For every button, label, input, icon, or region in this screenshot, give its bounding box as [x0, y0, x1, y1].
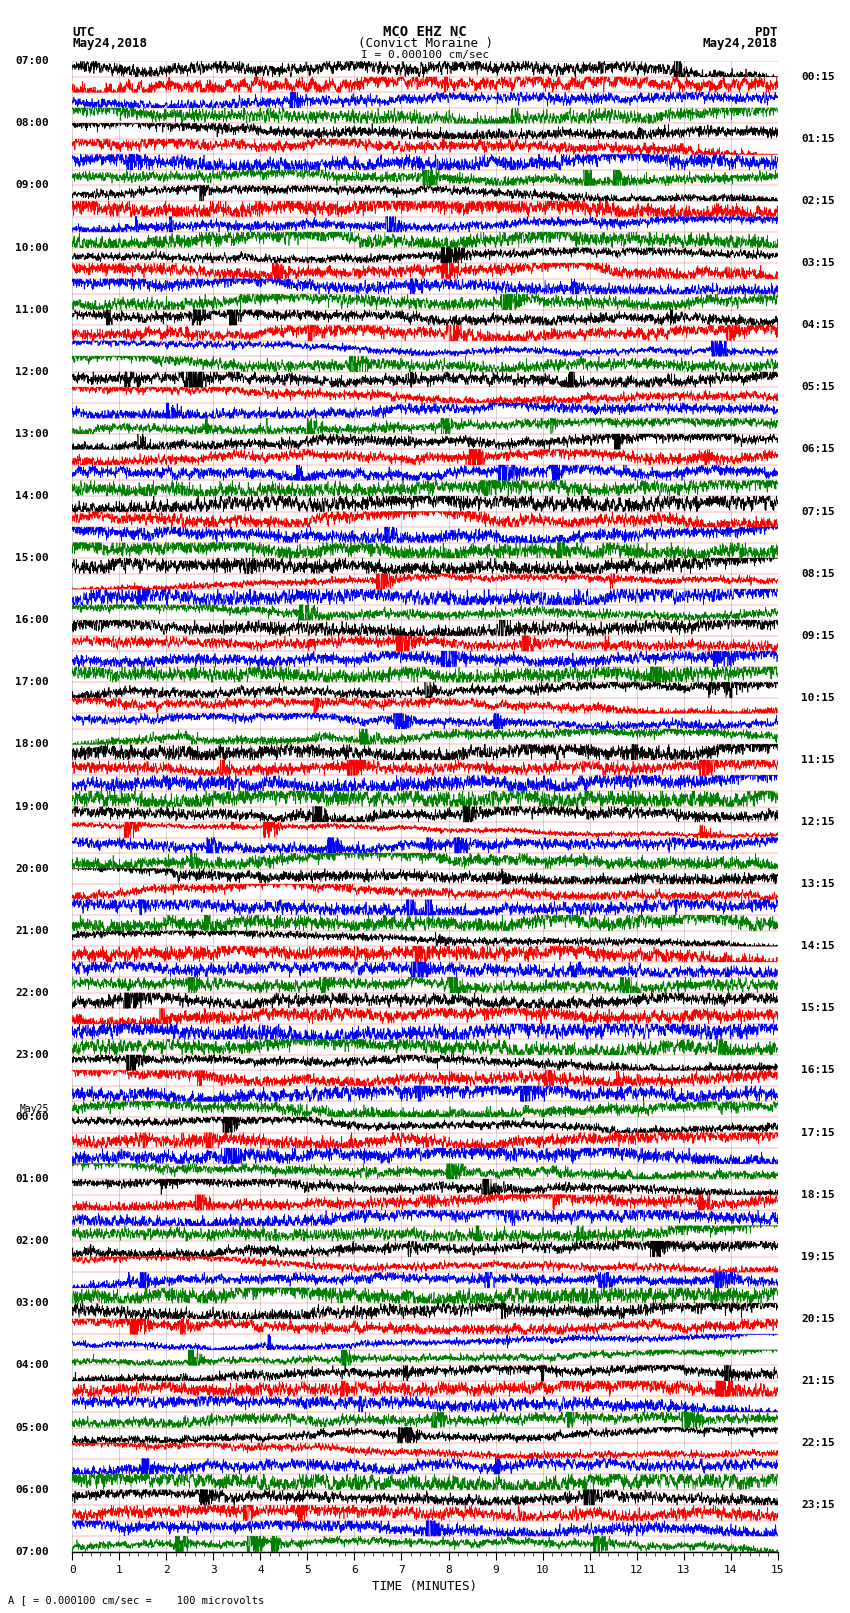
Text: 19:00: 19:00 [15, 802, 48, 811]
Text: 20:00: 20:00 [15, 863, 48, 874]
Text: 13:15: 13:15 [802, 879, 835, 889]
Text: 06:15: 06:15 [802, 445, 835, 455]
Text: 06:00: 06:00 [15, 1484, 48, 1495]
Text: 23:15: 23:15 [802, 1500, 835, 1510]
Text: A [ = 0.000100 cm/sec =    100 microvolts: A [ = 0.000100 cm/sec = 100 microvolts [8, 1595, 264, 1605]
Text: May25: May25 [20, 1105, 48, 1115]
Text: 13:00: 13:00 [15, 429, 48, 439]
Text: 00:15: 00:15 [802, 73, 835, 82]
Text: 21:00: 21:00 [15, 926, 48, 936]
Text: 17:15: 17:15 [802, 1127, 835, 1137]
Text: 17:00: 17:00 [15, 677, 48, 687]
Text: 14:00: 14:00 [15, 490, 48, 502]
Text: 10:15: 10:15 [802, 694, 835, 703]
Text: 07:00: 07:00 [15, 1547, 48, 1557]
Text: 22:15: 22:15 [802, 1439, 835, 1448]
Text: 08:15: 08:15 [802, 569, 835, 579]
Text: 05:00: 05:00 [15, 1423, 48, 1432]
Text: I = 0.000100 cm/sec: I = 0.000100 cm/sec [361, 50, 489, 60]
Text: 04:00: 04:00 [15, 1360, 48, 1371]
Text: 15:15: 15:15 [802, 1003, 835, 1013]
Text: 05:15: 05:15 [802, 382, 835, 392]
Text: 20:15: 20:15 [802, 1315, 835, 1324]
Text: MCO EHZ NC: MCO EHZ NC [383, 24, 467, 39]
Text: 08:00: 08:00 [15, 118, 48, 129]
Text: 07:15: 07:15 [802, 506, 835, 516]
Text: 16:00: 16:00 [15, 615, 48, 626]
Text: 18:15: 18:15 [802, 1190, 835, 1200]
Text: 14:15: 14:15 [802, 942, 835, 952]
Text: 03:00: 03:00 [15, 1298, 48, 1308]
Text: 04:15: 04:15 [802, 321, 835, 331]
Text: 03:15: 03:15 [802, 258, 835, 268]
Text: 01:15: 01:15 [802, 134, 835, 144]
Text: 09:15: 09:15 [802, 631, 835, 640]
Text: 15:00: 15:00 [15, 553, 48, 563]
Text: 09:00: 09:00 [15, 181, 48, 190]
Text: PDT: PDT [756, 26, 778, 39]
X-axis label: TIME (MINUTES): TIME (MINUTES) [372, 1581, 478, 1594]
Text: May24,2018: May24,2018 [703, 37, 778, 50]
Text: May24,2018: May24,2018 [72, 37, 147, 50]
Text: 12:15: 12:15 [802, 818, 835, 827]
Text: 00:00: 00:00 [15, 1111, 48, 1123]
Text: 10:00: 10:00 [15, 242, 48, 253]
Text: 19:15: 19:15 [802, 1252, 835, 1261]
Text: 02:15: 02:15 [802, 197, 835, 206]
Text: 11:00: 11:00 [15, 305, 48, 315]
Text: 16:15: 16:15 [802, 1066, 835, 1076]
Text: UTC: UTC [72, 26, 94, 39]
Text: (Convict Moraine ): (Convict Moraine ) [358, 37, 492, 50]
Text: 12:00: 12:00 [15, 366, 48, 377]
Text: 21:15: 21:15 [802, 1376, 835, 1386]
Text: 11:15: 11:15 [802, 755, 835, 765]
Text: 23:00: 23:00 [15, 1050, 48, 1060]
Text: 22:00: 22:00 [15, 987, 48, 998]
Text: 01:00: 01:00 [15, 1174, 48, 1184]
Text: 02:00: 02:00 [15, 1236, 48, 1247]
Text: 07:00: 07:00 [15, 56, 48, 66]
Text: 18:00: 18:00 [15, 739, 48, 750]
